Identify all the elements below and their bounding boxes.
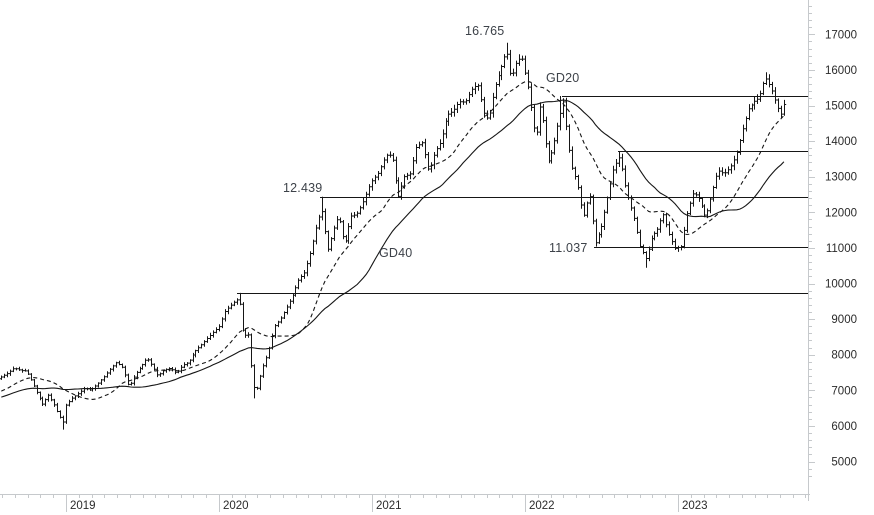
y-axis-label: 17000: [825, 29, 857, 41]
weekly-ohlc-bars: [0, 42, 787, 430]
y-axis-label: 12000: [825, 207, 857, 219]
y-axis-label: 9000: [831, 314, 857, 326]
y-axis-label: 15000: [825, 101, 857, 113]
y-axis-label: 8000: [831, 350, 857, 362]
gd40: [1, 99, 785, 398]
x-axis-label: 2021: [376, 500, 402, 512]
gd40-moving-average-line: [1, 99, 785, 398]
level-lines: [237, 96, 808, 294]
gd20-moving-average-line: [1, 80, 785, 400]
y-axis-ticks: 17000 16000 15000 14000 13000 12000 11000 10000…: [808, 6, 857, 477]
y-axis-label: 13000: [825, 172, 857, 184]
y-axis-label: 14000: [825, 136, 857, 148]
y-axis-label: 5000: [831, 457, 857, 469]
y-axis-label: 10000: [825, 279, 857, 291]
peak-price-label: 16.765: [465, 24, 505, 38]
x-axis-label: 2020: [223, 500, 249, 512]
y-axis-label: 6000: [831, 421, 857, 433]
support-level-12439-label: 12.439: [283, 181, 323, 195]
x-axis-label: 2023: [682, 500, 708, 512]
price-series: [0, 42, 787, 430]
x-axis-label: 2019: [70, 500, 96, 512]
x-axis-label: 2022: [529, 500, 555, 512]
gd20: [1, 80, 785, 400]
gd20-label: GD20: [546, 71, 580, 85]
y-axis-label: 16000: [825, 65, 857, 77]
gd40-label: GD40: [379, 246, 413, 260]
y-axis-label: 7000: [831, 385, 857, 397]
x-axis-ticks: 2019 2020 2021 2022 2023: [2, 494, 806, 512]
y-axis-label: 11000: [826, 243, 857, 255]
support-level-11037-label: 11.037: [549, 241, 588, 255]
axes: [0, 0, 810, 501]
